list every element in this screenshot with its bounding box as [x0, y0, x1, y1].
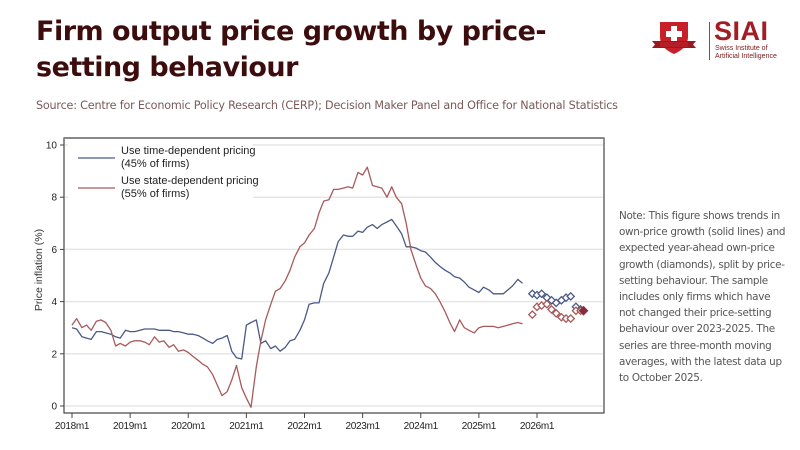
expectation-marker-time-dependent — [566, 291, 576, 301]
x-tick-label-2025m1: 2025m1 — [462, 421, 497, 432]
y-tick-label-0: 0 — [51, 402, 57, 413]
y-tick-label-6: 6 — [51, 245, 57, 256]
x-tick-label-2024m1: 2024m1 — [404, 421, 439, 432]
logo-subtitle-line2: Artificial Intelligence — [715, 52, 777, 60]
y-axis: 0 2 4 6 8 10 — [46, 141, 64, 413]
page-title: Firm output price growth by price-settin… — [36, 16, 547, 83]
source-text: Source: Centre for Economic Policy Resea… — [36, 99, 618, 112]
series-lines — [71, 166, 523, 408]
x-tick-label-2018m1: 2018m1 — [55, 421, 90, 432]
logo-divider — [709, 22, 710, 60]
x-tick-label-2023m1: 2023m1 — [345, 421, 380, 432]
x-tick-label-2020m1: 2020m1 — [171, 421, 206, 432]
expectation-marker-state-dependent — [566, 314, 576, 324]
chart-note: Note: This figure shows trends in own-pr… — [619, 210, 786, 385]
legend-label-state-dependent-line1: Use state-dependent pricing — [121, 175, 259, 187]
shield-icon — [652, 22, 696, 54]
y-tick-label-8: 8 — [51, 193, 57, 204]
expectation-marker-time-dependent — [537, 289, 547, 299]
expectation-marker-state-dependent — [551, 308, 561, 318]
siai-logo: SIAI Swiss Institute of Artificial Intel… — [648, 16, 778, 62]
x-tick-label-2026m1: 2026m1 — [520, 421, 555, 432]
legend-label-state-dependent-line2: (55% of firms) — [121, 188, 189, 200]
x-tick-label-2021m1: 2021m1 — [229, 421, 264, 432]
expectation-marker-state-dependent — [547, 304, 557, 314]
logo-brand: SIAI — [714, 16, 769, 46]
y-tick-label-4: 4 — [51, 297, 57, 308]
x-axis: 2018m1 2019m1 2020m1 2021m1 2022m1 2023m1 2024… — [55, 413, 555, 432]
x-tick-label-2022m1: 2022m1 — [287, 421, 322, 432]
y-axis-label: Price inflation (%) — [33, 229, 45, 311]
series-line-time-dependent — [71, 218, 523, 360]
series-line-state-dependent — [71, 166, 523, 408]
legend-label-time-dependent-line1: Use time-dependent pricing — [121, 145, 256, 157]
x-tick-label-2019m1: 2019m1 — [113, 421, 148, 432]
expectation-marker-state-dependent — [527, 310, 537, 320]
legend: Use time-dependent pricing (45% of firms… — [68, 141, 259, 200]
expectation-marker-state-dependent — [542, 299, 552, 309]
expectation-marker-state-dependent — [556, 312, 566, 322]
expectation-marker-time-dependent — [527, 289, 537, 299]
y-tick-label-2: 2 — [51, 349, 57, 360]
legend-label-time-dependent-line2: (45% of firms) — [121, 158, 189, 170]
chart: 0 2 4 6 8 10 2018m1 2019m1 2020m1 2021m1 2022m1 20… — [0, 130, 620, 440]
expectation-markers — [527, 289, 589, 324]
y-tick-label-10: 10 — [46, 141, 58, 152]
legend-background — [68, 141, 253, 199]
latest-expectation-marker — [578, 305, 589, 316]
logo-subtitle-line1: Swiss Institute of — [715, 45, 768, 52]
logo-subtitle: Swiss Institute of Artificial Intelligen… — [715, 45, 777, 60]
